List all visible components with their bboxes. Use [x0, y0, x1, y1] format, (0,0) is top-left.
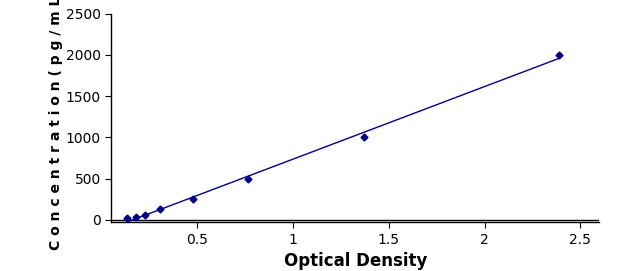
X-axis label: Optical Density: Optical Density — [284, 252, 427, 270]
Y-axis label: C o n c e n t r a t i o n ( p g / m L ): C o n c e n t r a t i o n ( p g / m L ) — [49, 0, 63, 250]
